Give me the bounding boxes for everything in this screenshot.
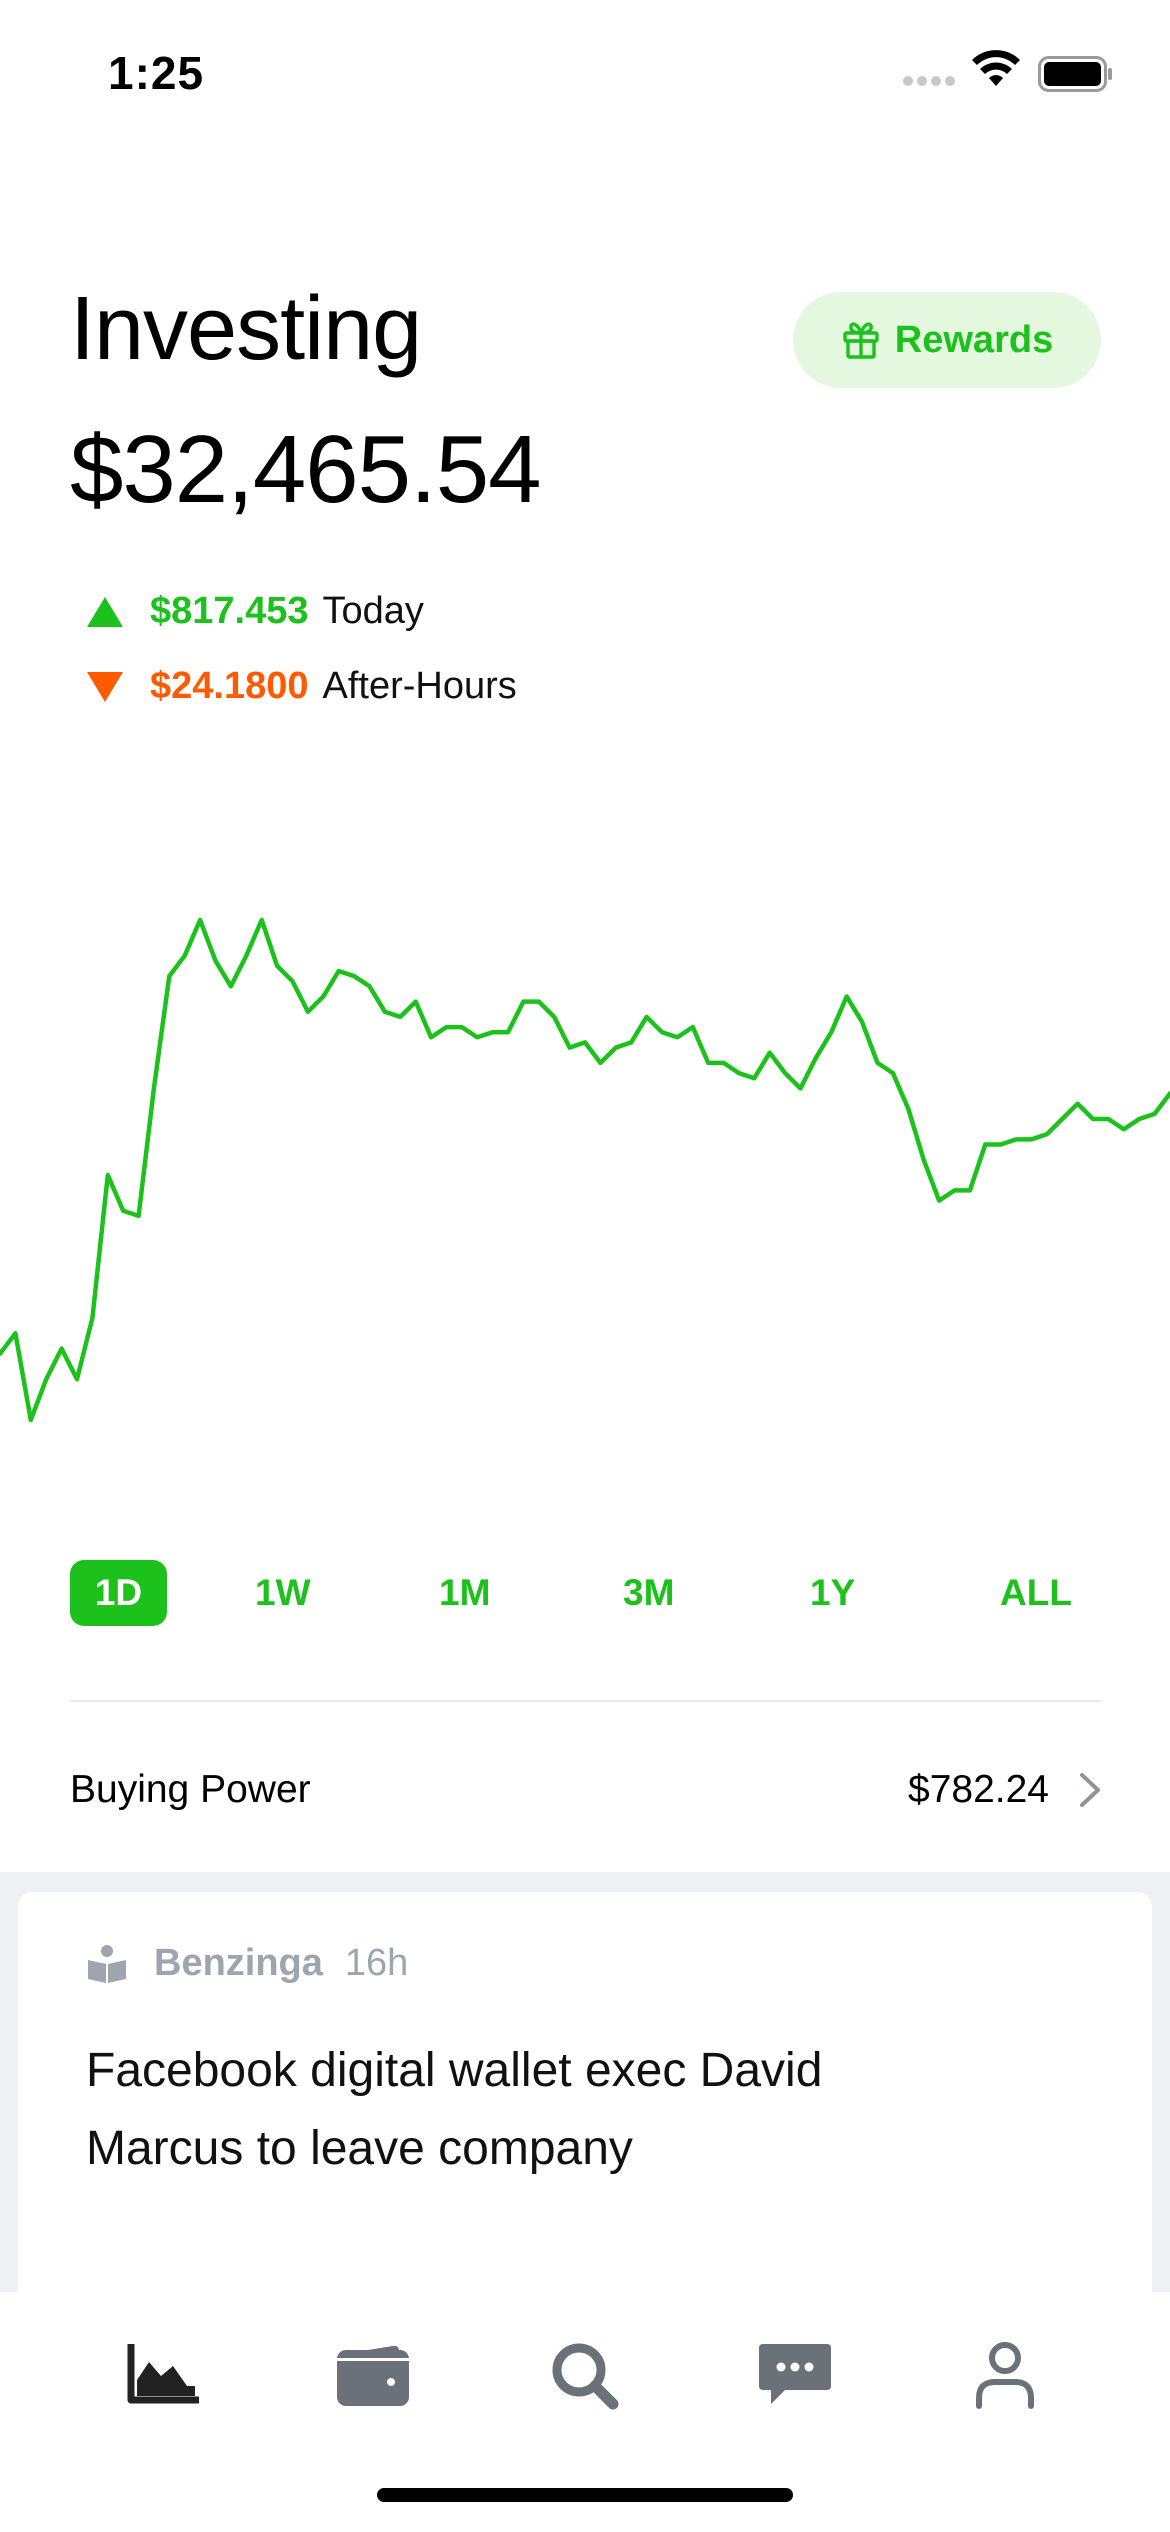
chat-bubble-icon <box>759 2344 831 2404</box>
range-tab-1d[interactable]: 1D <box>70 1560 167 1626</box>
home-indicator[interactable] <box>377 2488 793 2502</box>
status-bar: 1:25 <box>0 0 1170 150</box>
portfolio-value: $32,465.54 <box>70 416 541 523</box>
status-time: 1:25 <box>108 47 205 99</box>
after-hours-change-label: After-Hours <box>322 665 517 707</box>
page-title: Investing <box>70 279 422 379</box>
news-reader-icon <box>88 1944 126 1983</box>
after-hours-change-value: $24.1800 <box>150 665 309 707</box>
today-change-label: Today <box>322 590 424 632</box>
battery-icon <box>1038 56 1112 92</box>
tab-investing[interactable] <box>118 2330 208 2420</box>
tab-wallet[interactable] <box>328 2330 418 2420</box>
gift-icon <box>843 322 879 359</box>
range-selector: 1D 1W 1M 3M 1Y ALL <box>70 1560 1101 1626</box>
range-tab-1w[interactable]: 1W <box>255 1572 311 1613</box>
rewards-label: Rewards <box>894 318 1054 361</box>
buying-power-label: Buying Power <box>70 1768 311 1811</box>
divider <box>70 1700 1101 1702</box>
wallet-icon <box>337 2345 409 2406</box>
portfolio-series-line <box>0 917 1170 1423</box>
tab-search[interactable] <box>540 2330 630 2420</box>
news-headline: Facebook digital wallet exec David Marcu… <box>86 2044 823 2175</box>
up-triangle-icon <box>87 596 123 627</box>
chevron-right-icon <box>1080 1773 1100 1807</box>
rewards-button[interactable]: Rewards <box>793 292 1101 388</box>
news-timestamp: 16h <box>344 1942 409 1984</box>
after-hours-change: $24.1800 After-Hours <box>86 665 517 708</box>
portfolio-line-chart[interactable] <box>0 880 1170 1460</box>
buying-power-value: $782.24 <box>908 1768 1049 1811</box>
area-chart-icon <box>127 2344 199 2404</box>
down-triangle-icon <box>87 671 123 702</box>
person-icon <box>976 2342 1034 2409</box>
range-tab-all[interactable]: ALL <box>1000 1572 1072 1613</box>
range-tab-1m[interactable]: 1M <box>439 1572 491 1613</box>
tab-account[interactable] <box>960 2330 1050 2420</box>
range-tab-3m[interactable]: 3M <box>623 1572 675 1613</box>
news-source-row: Benzinga 16h <box>86 1942 408 1985</box>
wifi-icon <box>972 50 1020 86</box>
buying-power-row[interactable]: Buying Power $782.24 <box>70 1750 1101 1830</box>
signal-icon <box>903 76 955 86</box>
news-card[interactable]: Benzinga 16h Facebook digital wallet exe… <box>18 1892 1152 2292</box>
buying-power-value-group: $782.24 <box>908 1768 1101 1812</box>
news-source: Benzinga <box>154 1942 323 1984</box>
tab-messages[interactable] <box>750 2330 840 2420</box>
tab-bar <box>0 2292 1170 2532</box>
range-tab-1y[interactable]: 1Y <box>810 1572 856 1613</box>
today-change: $817.453 Today <box>86 590 424 633</box>
search-icon <box>552 2343 619 2410</box>
today-change-value: $817.453 <box>150 590 309 632</box>
